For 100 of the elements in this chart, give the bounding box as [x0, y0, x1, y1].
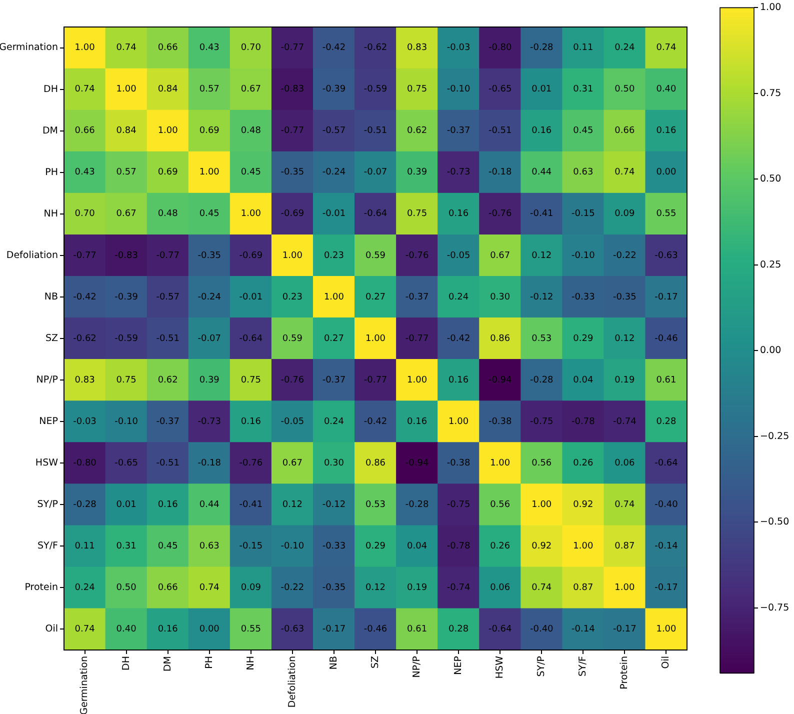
data-label: 0.09 — [240, 583, 262, 594]
data-label: -0.64 — [239, 334, 263, 344]
data-label: 0.26 — [573, 458, 594, 468]
data-label: 0.00 — [656, 168, 677, 178]
y-tick-label: SY/F — [38, 540, 58, 552]
data-label: 0.31 — [573, 84, 594, 95]
data-label: -0.46 — [654, 334, 678, 344]
data-label: 0.84 — [116, 126, 137, 136]
data-label: -0.64 — [364, 209, 388, 220]
data-label: -0.77 — [280, 43, 304, 54]
data-label: 0.61 — [656, 375, 676, 386]
data-label: 0.67 — [282, 458, 302, 468]
data-label: -0.38 — [446, 458, 470, 468]
x-tick-label: NP/P — [412, 656, 422, 678]
data-label: 0.74 — [532, 583, 552, 594]
y-tick-label: Defoliation — [6, 250, 58, 261]
data-label: -0.65 — [114, 458, 138, 468]
x-tick-label: SY/F — [578, 656, 589, 676]
y-tick-label: NH — [44, 208, 58, 220]
y-tick-label: NEP — [39, 416, 58, 428]
data-label: -0.01 — [322, 209, 346, 220]
data-label: 1.00 — [448, 416, 469, 427]
y-tick-label: SY/P — [37, 499, 58, 510]
data-label: 1.00 — [199, 168, 220, 178]
data-label: 1.00 — [407, 375, 428, 386]
data-label: 0.83 — [74, 375, 95, 386]
data-label: -0.76 — [280, 375, 304, 386]
data-label: -0.35 — [613, 292, 636, 302]
data-label: 0.40 — [116, 624, 137, 635]
data-label: 0.62 — [158, 375, 178, 386]
data-label: -0.35 — [198, 250, 222, 261]
y-tick-label: SZ — [45, 332, 58, 344]
data-label: 0.74 — [614, 168, 635, 178]
data-label: 0.24 — [74, 583, 96, 594]
data-label: -0.80 — [73, 458, 97, 468]
x-tick-label: NEP — [453, 656, 464, 675]
data-label: 0.24 — [324, 416, 344, 427]
data-label: -0.62 — [364, 43, 388, 54]
data-label: -0.46 — [364, 624, 388, 635]
data-label: 1.00 — [614, 583, 635, 594]
x-tick-label: Protein — [619, 656, 630, 690]
data-label: -0.28 — [405, 500, 429, 510]
data-label: 0.16 — [158, 500, 178, 510]
y-tick-label: NB — [44, 291, 58, 302]
data-label: -0.01 — [239, 292, 263, 302]
data-label: -0.37 — [446, 126, 470, 136]
data-label: -0.94 — [405, 458, 429, 468]
data-label: 0.70 — [240, 43, 262, 54]
data-label: 0.84 — [158, 84, 178, 95]
data-label: 0.30 — [324, 458, 344, 468]
data-label: 0.26 — [490, 542, 510, 552]
data-label: 0.16 — [240, 416, 262, 427]
data-label: 0.55 — [656, 209, 676, 220]
data-label: 0.39 — [199, 375, 220, 386]
data-label: 1.00 — [158, 126, 178, 136]
y-tick-label: DH — [44, 84, 58, 95]
data-label: -0.10 — [114, 416, 138, 427]
data-label: 0.87 — [614, 542, 635, 552]
color-bar-label: 0.00 — [760, 345, 782, 356]
data-label: 0.74 — [656, 43, 677, 54]
data-label: 1.00 — [282, 250, 303, 261]
data-label: 0.53 — [365, 500, 386, 510]
data-label: 0.39 — [407, 168, 428, 178]
color-bar-label: −0.50 — [760, 516, 790, 528]
data-label: -0.37 — [405, 292, 429, 302]
data-label: 0.28 — [656, 416, 677, 427]
data-label: 0.55 — [240, 624, 261, 635]
data-label: -0.24 — [198, 292, 222, 302]
y-tick-label: Protein — [24, 582, 58, 594]
data-label: -0.75 — [530, 416, 554, 427]
data-label: -0.10 — [280, 542, 304, 552]
data-label: 0.48 — [240, 126, 262, 136]
data-label: 0.12 — [614, 334, 635, 344]
data-label: 1.00 — [532, 500, 552, 510]
data-label: 0.66 — [158, 583, 178, 594]
x-tick-label: NH — [245, 656, 256, 670]
data-label: -0.03 — [446, 43, 470, 54]
data-label: -0.42 — [322, 43, 346, 54]
data-label: 0.19 — [614, 375, 635, 386]
data-label: -0.37 — [156, 416, 180, 427]
data-label: -0.74 — [613, 416, 637, 427]
data-label: -0.12 — [322, 500, 346, 510]
data-label: 0.12 — [365, 583, 386, 594]
data-label: -0.28 — [530, 43, 554, 54]
y-tick-label: DM — [42, 125, 58, 136]
data-label: -0.38 — [488, 416, 512, 427]
data-label: -0.77 — [364, 375, 388, 386]
data-label: -0.17 — [322, 624, 346, 635]
data-label: 1.00 — [324, 292, 344, 302]
data-label: -0.78 — [572, 416, 596, 427]
data-label: 0.69 — [199, 126, 220, 136]
y-tick-label: Oil — [45, 624, 58, 635]
data-label: 0.44 — [199, 500, 220, 510]
data-label: 0.75 — [407, 209, 428, 220]
data-label: 0.70 — [74, 209, 96, 220]
data-label: -0.12 — [530, 292, 554, 302]
data-label: 0.63 — [573, 168, 594, 178]
data-label: 0.74 — [116, 43, 137, 54]
data-label: -0.18 — [488, 168, 512, 178]
data-label: -0.07 — [198, 334, 222, 344]
